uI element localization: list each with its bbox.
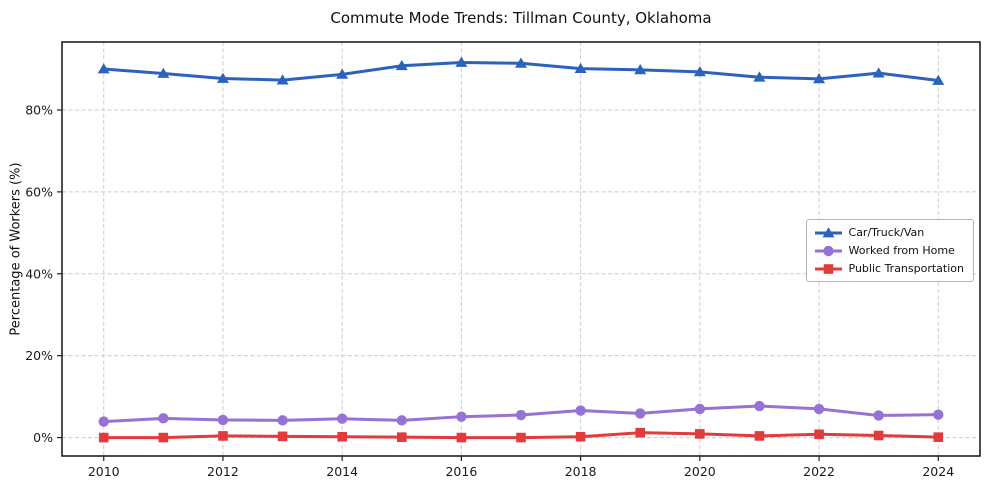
- legend-label-car-truck-van: Car/Truck/Van: [848, 226, 925, 239]
- svg-text:2020: 2020: [684, 464, 716, 479]
- svg-text:20%: 20%: [25, 348, 53, 363]
- legend-marker-circle-icon: [814, 245, 842, 256]
- chart-title: Commute Mode Trends: Tillman County, Okl…: [330, 9, 712, 27]
- svg-text:0%: 0%: [33, 430, 53, 445]
- svg-text:80%: 80%: [25, 102, 53, 117]
- svg-text:2014: 2014: [326, 464, 358, 479]
- legend-label-worked-from-home: Worked from Home: [848, 244, 955, 257]
- svg-text:2024: 2024: [922, 464, 954, 479]
- svg-text:60%: 60%: [25, 184, 53, 199]
- legend-marker-triangle-icon: [814, 226, 842, 237]
- svg-text:2022: 2022: [803, 464, 835, 479]
- svg-text:2016: 2016: [445, 464, 477, 479]
- svg-text:40%: 40%: [25, 266, 53, 281]
- svg-text:2018: 2018: [565, 464, 597, 479]
- legend-item-worked-from-home: Worked from Home: [814, 244, 964, 257]
- svg-text:2010: 2010: [88, 464, 120, 479]
- legend-item-public-transportation: Public Transportation: [814, 262, 964, 275]
- svg-text:2012: 2012: [207, 464, 239, 479]
- legend: Car/Truck/Van Worked from Home Public Tr…: [805, 219, 974, 282]
- legend-marker-square-icon: [814, 263, 842, 274]
- legend-item-car-truck-van: Car/Truck/Van: [814, 226, 964, 239]
- legend-label-public-transportation: Public Transportation: [848, 262, 964, 275]
